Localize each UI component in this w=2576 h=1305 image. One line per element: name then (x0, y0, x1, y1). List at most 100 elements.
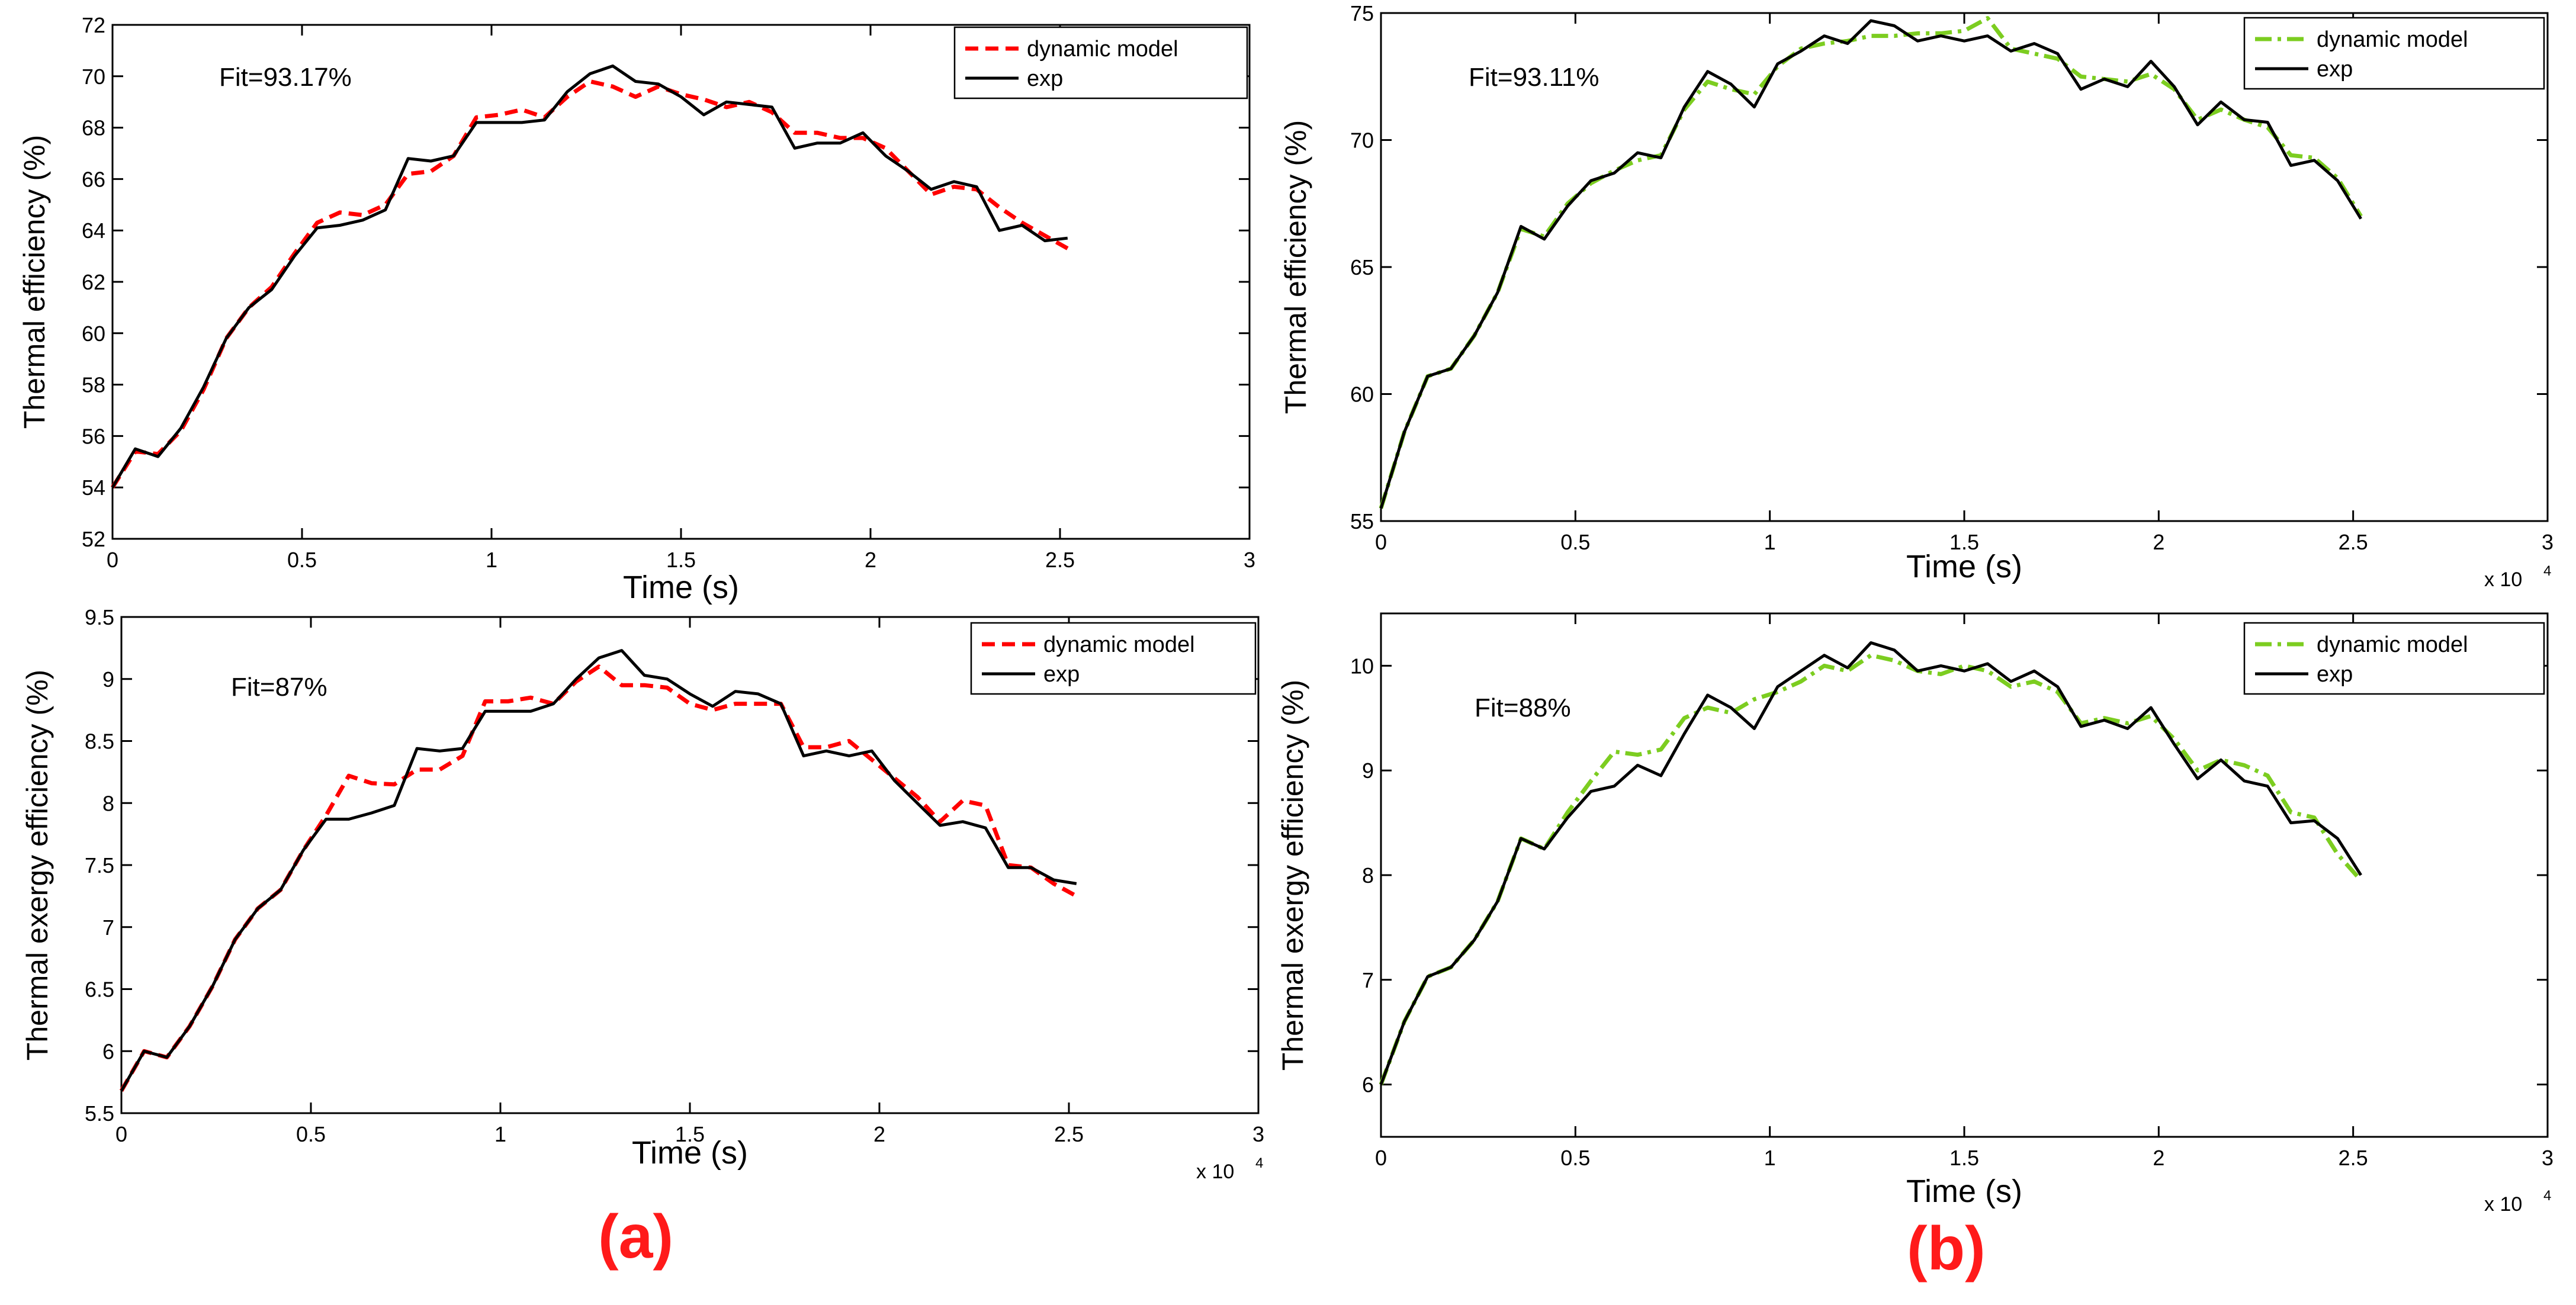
y-tick-label: 70 (82, 65, 105, 89)
y-tick-label: 58 (82, 373, 105, 397)
y-tick-label: 60 (1350, 382, 1374, 407)
plot-area (111, 24, 1251, 540)
y-tick-label: 66 (82, 167, 105, 191)
y-axis-label: Thermal efficiency (%) (1279, 120, 1312, 414)
panel-label-b: (b) (1907, 1214, 1986, 1283)
x-tick-label: 1 (486, 548, 497, 572)
y-axis-label: Thermal exergy efficiency (%) (1276, 680, 1309, 1071)
legend-entry: dynamic model (1027, 37, 1178, 62)
x-tick-label: 0.5 (1560, 530, 1590, 554)
x-tick-label: 0 (1375, 530, 1387, 554)
y-axis-label: Thermal exergy efficiency (%) (21, 670, 54, 1060)
y-tick-label: 72 (82, 13, 105, 37)
y-tick-label: 6.5 (85, 978, 114, 1002)
x-tick-label: 1 (494, 1122, 506, 1146)
y-tick-label: 6 (1362, 1073, 1374, 1097)
y-tick-label: 9.5 (85, 605, 114, 629)
x-multiplier-exponent: 4 (2543, 1188, 2551, 1204)
x-multiplier-label: x 10 (1196, 1161, 1234, 1183)
chart-a_bottom: 0 0.5 1 1.5 2 2.5 3 5.5 6 6.5 7 7.5 8 8.5 9 9.5 Time (s)… (21, 605, 1264, 1183)
x-tick-label: 3 (1252, 1122, 1264, 1146)
y-tick-label: 7 (102, 915, 114, 940)
legend-entry: dynamic model (2317, 632, 2468, 657)
y-tick-label: 8 (1362, 863, 1374, 888)
y-tick-label: 5.5 (85, 1101, 114, 1126)
x-tick-label: 0.5 (296, 1122, 326, 1146)
series-line-dynamic-model (111, 79, 1069, 489)
fit-annotation: Fit=88% (1475, 693, 1571, 722)
x-tick-label: 1.5 (675, 1122, 705, 1146)
fit-annotation: Fit=93.11% (1469, 63, 1599, 92)
legend-entry: dynamic model (2317, 27, 2468, 52)
chart-b_bottom: 0 0.5 1 1.5 2 2.5 3 6 7 8 9 10 Time (s) Thermal exerg… (1276, 612, 2553, 1216)
legend-box (953, 26, 1248, 99)
x-axis-label: Time (s) (1906, 549, 2022, 584)
x-tick-label: 3 (1244, 548, 1255, 572)
x-tick-label: 0 (1375, 1146, 1387, 1170)
x-tick-label: 0 (115, 1122, 127, 1146)
legend-entry: dynamic model (1043, 632, 1195, 657)
x-tick-label: 1.5 (666, 548, 696, 572)
chart-b_top: 0 0.5 1 1.5 2 2.5 3 55 60 65 70 75 Time (s) Thermal e… (1279, 1, 2553, 591)
y-tick-label: 7.5 (85, 853, 114, 877)
x-tick-label: 0.5 (287, 548, 317, 572)
series-line-dynamic-model (119, 664, 1078, 1092)
chart-a_top: 0 0.5 1 1.5 2 2.5 3 52 54 56 58 60 62 64 66 68 70 72 Time … (18, 13, 1255, 650)
y-tick-label: 70 (1350, 128, 1374, 153)
y-tick-label: 65 (1350, 255, 1374, 279)
y-tick-label: 64 (82, 218, 105, 243)
legend-entry: exp (1043, 662, 1080, 687)
x-tick-label: 2.5 (2339, 530, 2368, 554)
y-tick-label: 62 (82, 270, 105, 294)
panel-label-a: (a) (598, 1203, 674, 1271)
y-tick-label: 68 (82, 116, 105, 140)
x-tick-label: 1 (1764, 1146, 1776, 1170)
y-tick-label: 56 (82, 424, 105, 448)
x-multiplier-label: x 10 (2484, 568, 2522, 591)
x-tick-label: 2 (2153, 530, 2164, 554)
y-tick-label: 10 (1350, 654, 1374, 678)
y-axis-label: Thermal efficiency (%) (18, 135, 51, 429)
series-line-exp (1379, 19, 2362, 509)
y-tick-label: 8.5 (85, 729, 114, 754)
x-axis-label: Time (s) (1906, 1174, 2022, 1209)
x-multiplier-label: x 10 (2484, 1193, 2522, 1216)
series-line-dynamic-model (1379, 653, 2363, 1085)
legend-entry: exp (2317, 662, 2353, 687)
fit-annotation: Fit=93.17% (219, 63, 352, 92)
x-tick-label: 1.5 (1949, 530, 1979, 554)
x-multiplier-exponent: 4 (2543, 563, 2551, 579)
y-tick-label: 54 (82, 475, 105, 500)
series-line-exp (111, 64, 1068, 488)
series-line-exp (120, 649, 1077, 1092)
y-tick-label: 8 (102, 791, 114, 815)
x-tick-label: 3 (2542, 1146, 2553, 1170)
x-tick-label: 2.5 (1045, 548, 1075, 572)
y-tick-label: 60 (82, 322, 105, 346)
x-tick-label: 0.5 (1560, 1146, 1590, 1170)
series-line-exp (1379, 641, 2362, 1085)
legend-entry: exp (1027, 66, 1063, 91)
y-tick-label: 9 (1362, 758, 1374, 783)
x-axis-label: Time (s) (632, 1135, 748, 1171)
y-tick-label: 55 (1350, 509, 1374, 533)
y-tick-label: 75 (1350, 1, 1374, 25)
x-tick-label: 2.5 (2339, 1146, 2368, 1170)
y-tick-label: 7 (1362, 968, 1374, 992)
x-tick-label: 2 (873, 1122, 885, 1146)
legend-box (970, 622, 1257, 695)
y-tick-label: 9 (102, 667, 114, 692)
x-tick-label: 2 (865, 548, 876, 572)
y-tick-label: 6 (102, 1039, 114, 1063)
legend-box (2243, 17, 2545, 90)
legend-box (2243, 622, 2545, 695)
x-tick-label: 1 (1764, 530, 1776, 554)
x-tick-label: 2.5 (1054, 1122, 1084, 1146)
x-tick-label: 2 (2153, 1146, 2164, 1170)
legend-entry: exp (2317, 57, 2353, 82)
fit-annotation: Fit=87% (231, 673, 327, 702)
x-tick-label: 0 (107, 548, 118, 572)
y-tick-label: 52 (82, 527, 105, 551)
x-tick-label: 1.5 (1949, 1146, 1979, 1170)
